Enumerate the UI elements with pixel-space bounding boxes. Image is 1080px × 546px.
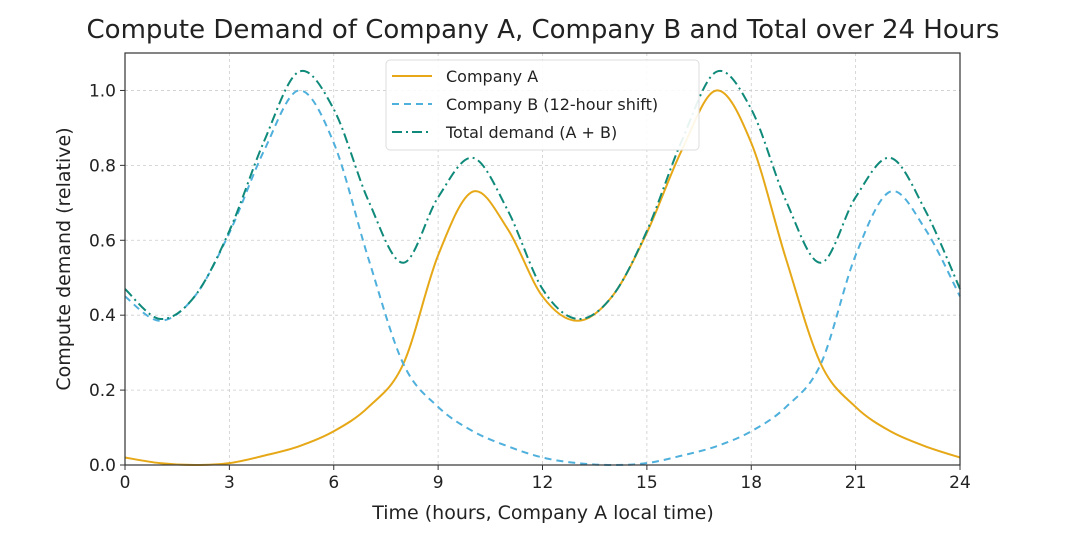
series-line-0 (124, 89, 961, 467)
y-tick-label: 0.8 (89, 156, 116, 176)
x-tick-label: 21 (845, 473, 867, 493)
y-tick-label: 0.6 (89, 231, 116, 251)
legend-label: Company B (12-hour shift) (446, 95, 658, 114)
x-tick-label: 0 (120, 473, 131, 493)
chart-title: Compute Demand of Company A, Company B a… (87, 15, 1000, 45)
series-line-2 (124, 69, 961, 320)
y-tick-label: 0.4 (89, 306, 116, 326)
y-tick-label: 1.0 (89, 81, 116, 101)
x-tick-label: 9 (433, 473, 444, 493)
series-group (124, 69, 961, 467)
y-tick-label: 0.2 (89, 381, 116, 401)
x-tick-label: 15 (636, 473, 658, 493)
ticks: 0 3 6 9 12 15 18 21 24 0.0 0.2 0.4 0.6 0.8 1.0 (89, 81, 971, 493)
x-tick-label: 18 (740, 473, 762, 493)
x-tick-label: 6 (328, 473, 339, 493)
legend-label: Company A (446, 67, 538, 86)
legend-box (385, 59, 700, 151)
y-axis-label: Compute demand (relative) (53, 127, 75, 390)
x-tick-label: 12 (532, 473, 554, 493)
legend-label: Total demand (A + B) (445, 123, 617, 142)
x-tick-label: 3 (224, 473, 235, 493)
x-axis-label: Time (hours, Company A local time) (371, 502, 714, 524)
y-tick-label: 0.0 (89, 456, 116, 476)
x-tick-label: 24 (949, 473, 971, 493)
legend: Company A Company B (12-hour shift) Total … (385, 59, 700, 151)
